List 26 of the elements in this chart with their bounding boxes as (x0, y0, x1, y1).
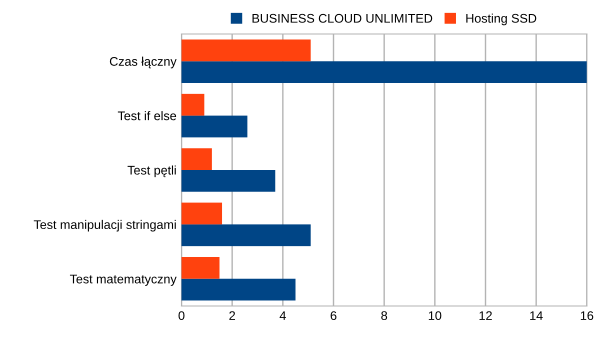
bar (182, 61, 587, 83)
x-tick-label: 6 (330, 311, 336, 320)
y-tick-label: Test pętli (128, 165, 176, 178)
bar (182, 224, 311, 246)
y-tick-label: Czas łączny (110, 56, 177, 68)
x-tick-label: 4 (280, 311, 286, 320)
legend-label: Hosting SSD (466, 14, 536, 26)
x-tick-label: 12 (480, 311, 492, 320)
x-tick-label: 2 (229, 311, 236, 320)
bar (182, 148, 212, 170)
bar (182, 39, 311, 62)
bar (182, 170, 276, 192)
bar (182, 116, 248, 138)
x-tick-label: 16 (580, 311, 594, 320)
bar (182, 94, 204, 116)
legend-label: BUSINESS CLOUD UNLIMITED (252, 14, 432, 23)
x-tick-label: 0 (178, 311, 184, 320)
y-tick-label: Test if else (118, 111, 176, 120)
bar (182, 278, 296, 301)
bar (182, 202, 222, 224)
x-tick-label: 10 (428, 311, 442, 320)
y-tick-label: Test matematyczny (70, 274, 177, 286)
x-tick-label: 14 (530, 311, 543, 320)
x-tick-label: 8 (381, 311, 388, 320)
bar (182, 257, 220, 279)
y-tick-label: Test manipulacji stringami (34, 220, 176, 232)
